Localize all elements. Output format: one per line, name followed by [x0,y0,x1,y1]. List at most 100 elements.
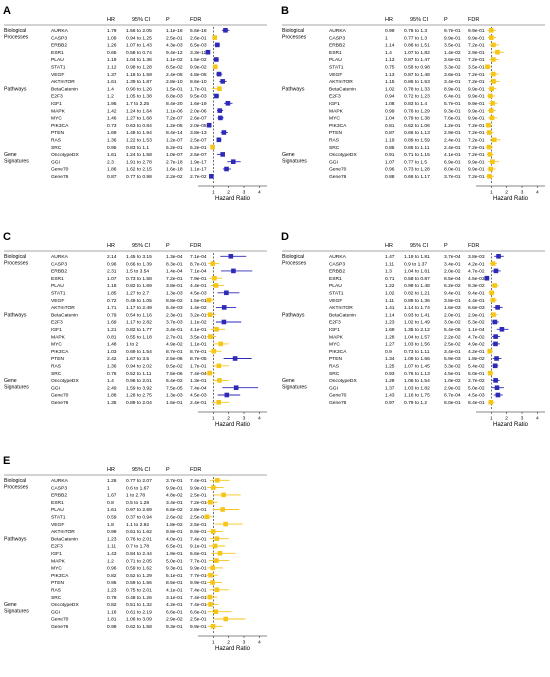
row-hr: 1.21 [107,327,117,333]
row-label: STAT1 [329,291,344,297]
hr-marker [210,529,216,534]
row-ci: 0.55 to 1.18 [126,334,152,340]
row-p: 4.1e-01 [166,588,183,594]
row-fdr: 1.1e-04 [468,327,485,333]
row-ci: 1.22 to 1.53 [126,138,152,144]
row-p: 2.0e-01 [444,312,461,318]
row-hr: 0.71 [385,276,395,282]
row-fdr: 1.1e-02 [190,320,207,326]
row-p: 4.9e-02 [166,342,183,348]
hr-marker [214,587,220,593]
hr-marker [493,268,499,274]
row-p: 2.0e-02 [444,269,461,275]
hr-marker [491,42,496,48]
hr-marker [487,152,493,157]
hr-marker [486,144,492,150]
hr-marker [490,159,495,164]
row-ci: 0.62 to 1.58 [126,624,152,630]
row-ci: 0.59 to 1.62 [126,566,152,572]
row-p: 2.7e-01 [166,334,183,340]
row-label: Gene70 [51,167,69,173]
row-label: ERBB2 [329,43,345,49]
row-fdr: 2.5e-01 [190,617,207,623]
row-label: PTEN [329,356,343,362]
row-fdr: 3.2e-01 [190,312,207,318]
hr-marker [488,108,494,113]
row-ci: 0.49 to 1.05 [126,298,152,304]
hr-marker [213,283,219,288]
row-fdr: 7.4e-01 [190,478,207,484]
row-ci: 0.87 to 1.47 [404,57,430,63]
row-hr: 1.26 [107,43,117,49]
row-hr: 0.88 [385,174,395,180]
row-p: 5.7e-01 [444,101,461,107]
row-fdr: 3.8e-03 [468,254,485,260]
row-p: 6.9e-01 [444,159,461,165]
row-p: 8.4e-20 [166,101,183,107]
hr-marker [223,521,228,527]
row-label: Gene70 [51,393,69,399]
row-ci: 0.62 to 1.06 [404,123,430,129]
row-p: 1.0e-07 [166,152,183,158]
row-label: PTEN [51,130,65,136]
group-label: Gene [282,152,295,158]
row-fdr: 9.9e-01 [468,94,485,100]
x-tick-label: 3 [243,640,246,646]
row-label: VEGF [51,522,64,528]
row-hr: 1.12 [107,65,117,71]
row-label: GGI [51,609,60,615]
row-fdr: 8.6e-10 [190,79,207,85]
row-p: 3.3e-02 [444,364,461,370]
row-ci: 1.24 to 1.58 [126,152,152,158]
row-fdr: 6.6e-01 [190,551,207,557]
row-fdr: 9.4e-01 [468,291,485,297]
row-label: OncotypeDX [329,378,357,384]
row-fdr: 4.4e-01 [190,283,207,289]
hr-marker [210,624,216,629]
row-ci: 1 to 2.78 [126,493,145,499]
row-ci: 0.94 to 2.02 [126,364,152,370]
row-label: OncotypeDX [51,378,79,384]
column-header-fdr: FDR [190,243,201,249]
row-label: Gene70 [51,617,69,623]
row-p: 4.5e-01 [444,371,461,377]
row-hr: 1.4 [107,378,114,384]
row-ci: 0.75 to 2.01 [126,588,152,594]
hr-marker [224,392,230,398]
hr-marker [495,305,500,310]
row-hr: 1.03 [107,349,117,355]
row-fdr: 2.4e-01 [190,400,207,406]
row-label: Gene76 [51,400,69,406]
row-hr: 1.27 [385,342,395,348]
row-fdr: 1.9e-17 [190,159,207,165]
row-fdr: 7.2e-01 [468,72,485,78]
row-fdr: 6.6e-01 [190,609,207,615]
row-ci: 0.82 to 1.21 [404,291,430,297]
row-p: 6.4e-02 [166,378,183,384]
row-p: 6.6e-01 [166,609,183,615]
row-label: PLAU [329,57,342,63]
row-p: 1.1e-02 [166,57,183,63]
row-fdr: 6.6e-03 [468,305,485,311]
row-ci: 0.7 to 1.78 [126,544,149,550]
group-label: Pathways [282,312,305,318]
row-p: 1.1e-16 [166,28,183,34]
hr-marker [209,174,214,179]
row-fdr: 2.6e-01 [190,35,207,41]
row-hr: 1.34 [385,356,395,362]
row-ci: 0.96 to 2.01 [126,378,152,384]
row-label: AKTmTOR [51,79,75,85]
row-ci: 0.5 to 1.28 [126,500,149,506]
row-fdr: 9.9e-01 [468,159,485,165]
group-label: Gene [4,152,17,158]
row-ci: 1.07 to 1.45 [404,364,430,370]
row-ci: 1.19 to 1.81 [404,254,430,260]
row-hr: 0.72 [107,298,117,304]
row-fdr: 9.9e-01 [190,580,207,586]
row-ci: 1.91 to 2.78 [126,159,152,165]
row-p: 1.6e-01 [166,400,183,406]
row-ci: 0.76 to 1.3 [404,28,427,34]
row-hr: 2.42 [107,356,117,362]
row-label: BetaCatenin [329,312,356,318]
x-tick-label: 3 [243,416,246,422]
